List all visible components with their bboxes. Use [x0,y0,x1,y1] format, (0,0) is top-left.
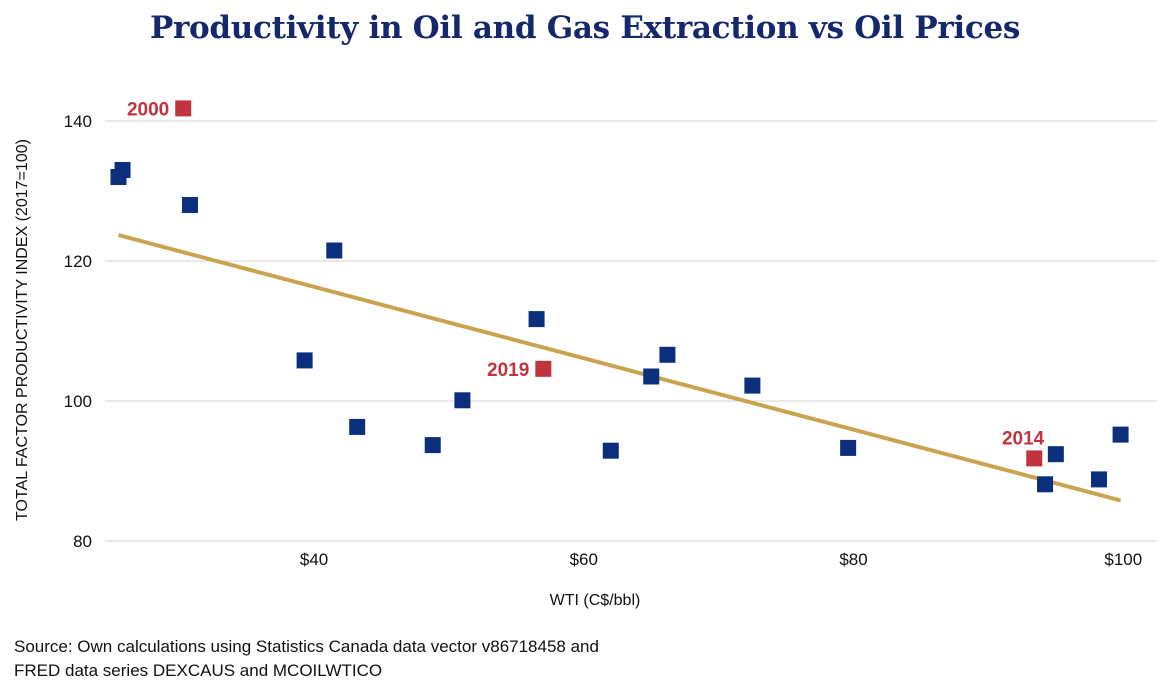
data-point [643,368,660,385]
source-note: Source: Own calculations using Statistic… [14,635,599,683]
point-label: 2000 [127,99,169,120]
highlighted-point [535,360,552,377]
y-axis-label: TOTAL FACTOR PRODUCTIVITY INDEX (2017=10… [14,139,31,521]
data-point [1037,476,1054,493]
data-point [1047,446,1064,463]
chart-title: Productivity in Oil and Gas Extraction v… [149,10,1021,46]
data-point [424,437,441,454]
data-point [296,352,313,369]
x-axis-label: WTI (C$/bbl) [549,592,641,609]
y-tick-label: 80 [73,532,92,551]
trendline [117,233,1122,503]
data-point [326,242,343,259]
source-line-1: Source: Own calculations using Statistic… [14,637,599,656]
data-point [1112,426,1129,443]
x-tick-label: $60 [570,550,598,569]
y-tick-label: 100 [64,392,92,411]
x-tick-labels: $40 $60 $80 $100 [300,550,1142,569]
gridlines [105,120,1157,542]
data-point [528,311,545,328]
data-point [454,392,471,409]
highlighted-points: 2000 2019 2014 [127,99,1045,467]
data-point [114,162,131,178]
y-tick-label: 140 [64,112,92,131]
source-line-2: FRED data series DEXCAUS and MCOILWTICO [14,661,383,680]
data-point [349,418,366,435]
point-label: 2019 [487,360,529,381]
data-point [744,377,761,394]
x-tick-label: $80 [839,550,867,569]
x-tick-label: $100 [1104,550,1142,569]
point-label: 2014 [1002,428,1045,449]
x-tick-label: $40 [300,550,328,569]
highlighted-point [175,100,192,117]
y-tick-labels: 80 100 120 140 [64,112,92,551]
data-point [181,197,198,213]
data-point [659,346,676,363]
data-points [110,162,1129,493]
highlighted-point [1026,450,1043,467]
y-tick-label: 120 [64,252,92,271]
data-point [602,442,619,459]
trendline-layer [117,233,1122,503]
data-point [1091,471,1108,488]
data-point [840,439,857,456]
